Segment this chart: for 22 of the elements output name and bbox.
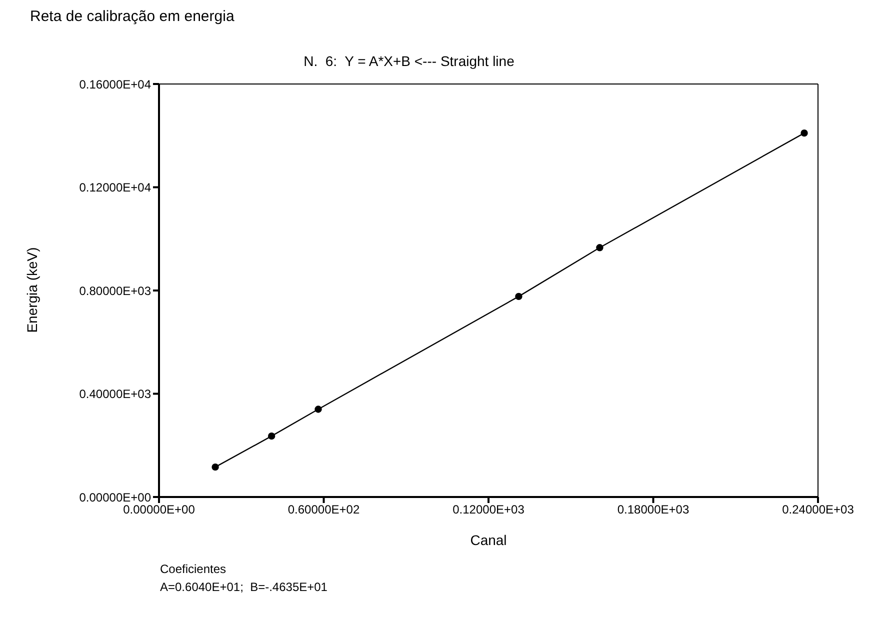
text: Coeficientes bbox=[160, 562, 226, 576]
x-tick-label: 0.60000E+02 bbox=[288, 502, 360, 517]
chart-subtitle: N. 6: Y = A*X+B <--- Straight line bbox=[302, 53, 516, 69]
y-tick-label: 0.12000E+04 bbox=[79, 180, 152, 195]
y-tick-label: 0.80000E+03 bbox=[79, 284, 152, 298]
text: A=0.6040E+01; B=-.4635E+01 bbox=[160, 580, 328, 594]
x-tick-label: 0.24000E+03 bbox=[782, 502, 854, 517]
point bbox=[314, 406, 322, 413]
x-tick-label: 0.00000E+00 bbox=[123, 502, 196, 517]
point bbox=[515, 292, 522, 300]
point bbox=[596, 244, 604, 252]
point bbox=[800, 129, 808, 137]
point bbox=[212, 463, 219, 471]
x-axis-title: Canal bbox=[469, 532, 508, 548]
chart-title: Reta de calibração em energia bbox=[30, 8, 234, 25]
point bbox=[268, 432, 276, 440]
x-tick-label: 0.12000E+03 bbox=[452, 502, 525, 517]
y-tick-label: 0.16000E+04 bbox=[79, 77, 152, 92]
y-tick-label: 0.00000E+00 bbox=[79, 490, 152, 504]
x-tick-label: 0.18000E+03 bbox=[617, 502, 690, 517]
y-tick-label: 0.40000E+03 bbox=[79, 387, 152, 402]
y-axis-title: Energia (keV) bbox=[24, 247, 40, 333]
